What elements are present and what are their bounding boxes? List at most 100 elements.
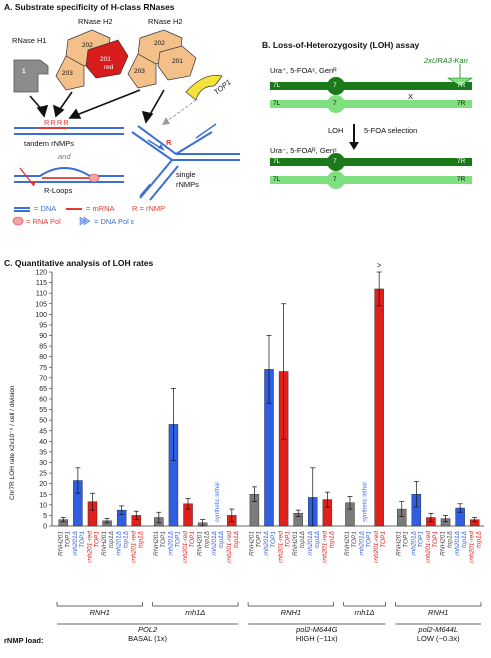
y-tick-label: 5 bbox=[43, 513, 47, 520]
chr-7l-label: 7L bbox=[273, 82, 281, 89]
group-label: RNH1 bbox=[281, 608, 301, 617]
subunit-203b-label: 203 bbox=[134, 68, 145, 75]
y-tick-label: 95 bbox=[39, 322, 47, 329]
single-r: R bbox=[166, 138, 172, 147]
legend-rna-pol: = RNA Pol bbox=[26, 217, 61, 226]
x-label-line1: rnh201-red bbox=[182, 531, 189, 563]
x-label-line1: rnh201-red bbox=[278, 531, 285, 563]
y-tick-label: 100 bbox=[35, 312, 47, 319]
x-label-line2: TOP1 bbox=[79, 531, 86, 548]
y-tick-label: 90 bbox=[39, 333, 47, 340]
group-label: rnh1Δ bbox=[355, 608, 375, 617]
x-label-line2: TOP1 bbox=[270, 531, 277, 548]
x-label-line2: TOP1 bbox=[93, 531, 100, 548]
crossover-x: X bbox=[408, 92, 414, 101]
centromere-label-4: 7 bbox=[333, 176, 337, 183]
rnase-h1-shape bbox=[13, 59, 49, 93]
top1-dashed-arrow bbox=[162, 99, 197, 125]
y-tick-label: 20 bbox=[39, 481, 47, 488]
x-label-line1: RNH201 bbox=[197, 531, 204, 556]
panel-c-title: C. Quantitative analysis of LOH rates bbox=[4, 258, 154, 268]
tandem-label: tandem rNMPs bbox=[24, 139, 75, 148]
genotype-bottom: Ura⁻, 5-FOAᴿ, Genˢ bbox=[270, 146, 337, 155]
x-label-line2: top1Δ bbox=[218, 531, 225, 548]
x-label-line2: top1Δ bbox=[314, 531, 321, 548]
legend-mrna: = mRNA bbox=[86, 204, 115, 213]
x-label-line1: rnh201-red bbox=[373, 531, 380, 563]
x-label-line1: RNH201 bbox=[344, 531, 351, 556]
rnase-h2-left-shape bbox=[55, 29, 129, 91]
rnmp-load-value: LOW (~0.3x) bbox=[417, 634, 460, 643]
x-label-line1: RNH201 bbox=[440, 531, 447, 556]
x-label-line2: top1Δ bbox=[108, 531, 115, 548]
y-tick-label: 30 bbox=[39, 460, 47, 467]
x-label-line2: top1Δ bbox=[137, 531, 144, 548]
subunit-red-label: red bbox=[104, 64, 114, 71]
y-tick-label: 40 bbox=[39, 439, 47, 446]
y-tick-label: 45 bbox=[39, 428, 47, 435]
x-label-line2: TOP1 bbox=[189, 531, 196, 548]
chr-7r-label-3: 7R bbox=[457, 158, 466, 165]
x-label-line1: rnh201Δ bbox=[359, 531, 366, 556]
x-label-line2: TOP1 bbox=[366, 531, 373, 548]
strain-label: pol2-M644L bbox=[417, 625, 458, 634]
x-label-line1: rnh201Δ bbox=[263, 531, 270, 556]
x-label-line1: rnh201-red bbox=[469, 531, 476, 563]
group-label: RNH1 bbox=[90, 608, 110, 617]
chr-7r-label-4: 7R bbox=[457, 176, 466, 183]
y-tick-label: 120 bbox=[35, 270, 47, 277]
single-label: single bbox=[176, 170, 196, 179]
rnase-h1-label: RNase H1 bbox=[12, 36, 47, 45]
chr-7r-label-2: 7R bbox=[457, 100, 466, 107]
overflow-marker: > bbox=[377, 261, 382, 270]
rnmps-label: rNMPs bbox=[176, 180, 199, 189]
x-label-line2: TOP1 bbox=[174, 531, 181, 548]
x-label-line1: rnh201Δ bbox=[211, 531, 218, 556]
x-label-line1: rnh201Δ bbox=[116, 531, 123, 556]
x-label-line1: RNH201 bbox=[292, 531, 299, 556]
chr-7r-label: 7R bbox=[457, 82, 466, 89]
x-label-line2: top1Δ bbox=[299, 531, 306, 548]
group-label: RNH1 bbox=[428, 608, 448, 617]
rnase-h2-right-shape bbox=[127, 29, 197, 89]
top1-shape bbox=[185, 75, 223, 101]
x-label-line2: TOP1 bbox=[255, 531, 262, 548]
x-label-line1: rnh201-red bbox=[226, 531, 233, 563]
group-label: rnh1Δ bbox=[185, 608, 205, 617]
y-tick-label: 50 bbox=[39, 418, 47, 425]
synthetic-lethal-label: synthetic lethal bbox=[363, 482, 369, 522]
tandem-rrrr: RRRR bbox=[44, 118, 70, 127]
y-tick-label: 75 bbox=[39, 365, 47, 372]
x-label-line2: TOP1 bbox=[160, 531, 167, 548]
panel-a-title: A. Substrate specificity of H-class RNas… bbox=[4, 2, 175, 12]
genotype-top: Ura⁺, 5-FOAˢ, Genᴿ bbox=[270, 66, 337, 75]
y-tick-label: 35 bbox=[39, 449, 47, 456]
y-tick-label: 25 bbox=[39, 471, 47, 478]
r-loops-label: R-Loops bbox=[44, 186, 73, 195]
x-label-line2: TOP1 bbox=[403, 531, 410, 548]
rnase-h2-left-label: RNase H2 bbox=[78, 17, 113, 26]
x-label-line1: rnh201Δ bbox=[72, 531, 79, 556]
strain-label: POL2 bbox=[138, 625, 158, 634]
y-tick-label: 0 bbox=[43, 524, 47, 531]
panel-a-legend bbox=[12, 207, 91, 226]
chr-7l-label-4: 7L bbox=[273, 176, 281, 183]
y-tick-label: 85 bbox=[39, 344, 47, 351]
x-label-line2: top1Δ bbox=[123, 531, 130, 548]
x-label-line1: rnh201Δ bbox=[307, 531, 314, 556]
x-label-line2: top1Δ bbox=[476, 531, 483, 548]
x-label-line1: RNH201 bbox=[248, 531, 255, 556]
y-tick-label: 15 bbox=[39, 492, 47, 499]
x-label-line2: top1Δ bbox=[461, 531, 468, 548]
x-label-line1: rnh201Δ bbox=[410, 531, 417, 556]
y-tick-label: 55 bbox=[39, 407, 47, 414]
rnmp-load-value: BASAL (1x) bbox=[128, 634, 167, 643]
legend-dna-pol: = DNA Pol ε bbox=[94, 217, 135, 226]
r-loop-diagram bbox=[14, 167, 124, 187]
x-label-line2: top1Δ bbox=[447, 531, 454, 548]
y-tick-label: 65 bbox=[39, 386, 47, 393]
x-label-line1: RNH201 bbox=[153, 531, 160, 556]
synthetic-lethal-label: synthetic lethal bbox=[215, 482, 221, 522]
rnmp-load-label: rNMP load: bbox=[4, 636, 44, 645]
